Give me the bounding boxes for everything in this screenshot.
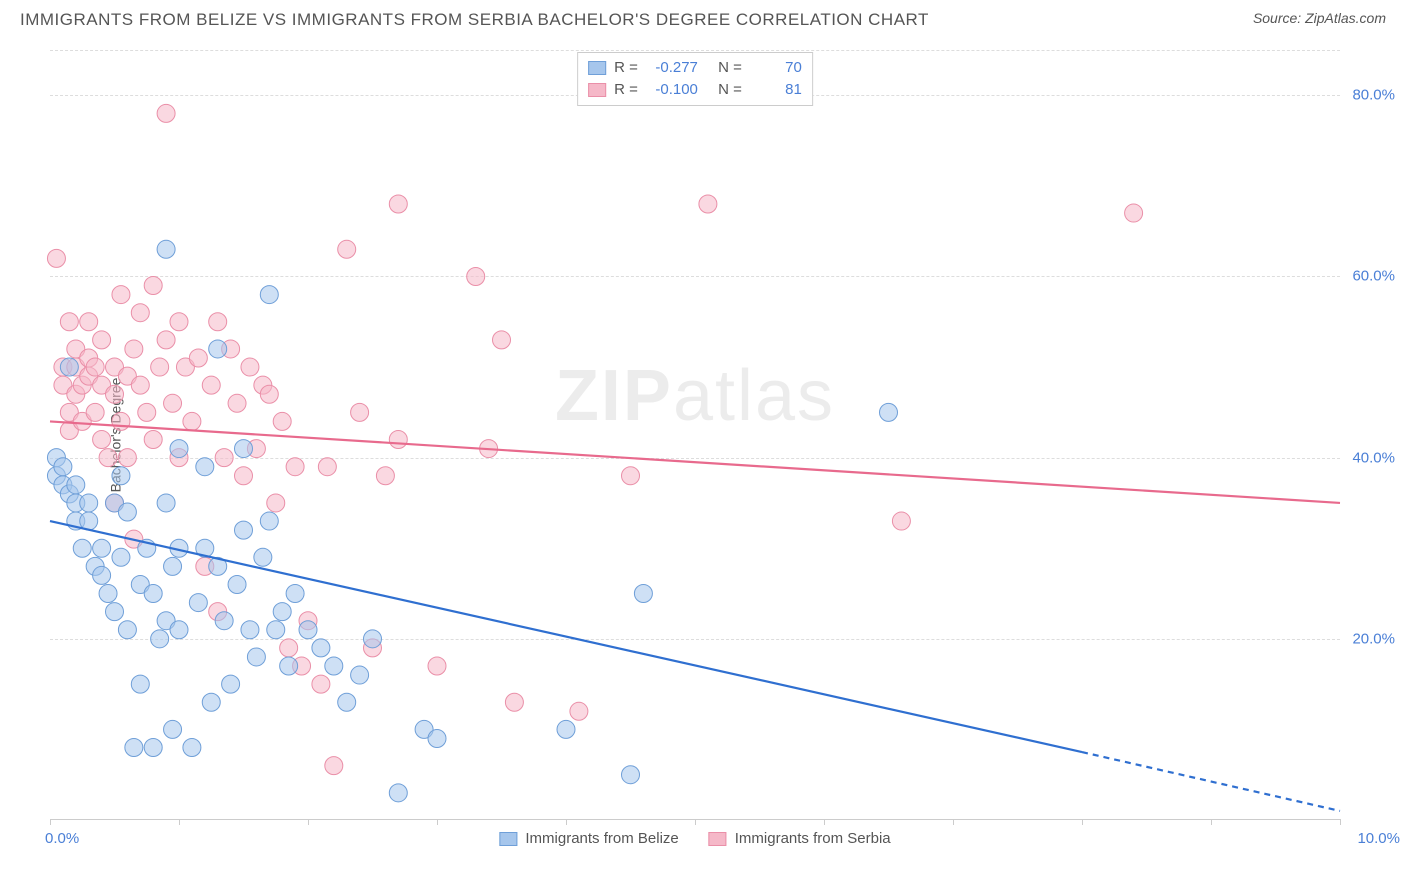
correlation-legend: R = -0.277 N = 70 R = -0.100 N = 81 [577,52,813,106]
series-legend: Immigrants from Belize Immigrants from S… [499,830,890,847]
series1-name: Immigrants from Belize [525,830,678,847]
chart-title: IMMIGRANTS FROM BELIZE VS IMMIGRANTS FRO… [20,10,929,30]
series2-r: -0.100 [646,79,698,101]
series2-n: 81 [750,79,802,101]
y-tick-label: 20.0% [1352,630,1395,647]
n-label: N = [718,57,742,79]
series2-name: Immigrants from Serbia [735,830,891,847]
x-min-label: 0.0% [45,830,79,847]
scatter-svg [50,50,1340,819]
swatch-series2 [588,83,606,97]
swatch-series1 [588,61,606,75]
series1-r: -0.277 [646,57,698,79]
source-label: Source: ZipAtlas.com [1253,10,1386,26]
plot-area: Bachelor's Degree 20.0%40.0%60.0%80.0% Z… [50,50,1340,820]
swatch-series2-bottom [709,832,727,846]
swatch-series1-bottom [499,832,517,846]
y-tick-label: 60.0% [1352,268,1395,285]
n-label-2: N = [718,79,742,101]
y-tick-label: 40.0% [1352,449,1395,466]
r-label-2: R = [614,79,638,101]
series1-n: 70 [750,57,802,79]
r-label: R = [614,57,638,79]
y-tick-label: 80.0% [1352,87,1395,104]
x-max-label: 10.0% [1357,830,1400,847]
